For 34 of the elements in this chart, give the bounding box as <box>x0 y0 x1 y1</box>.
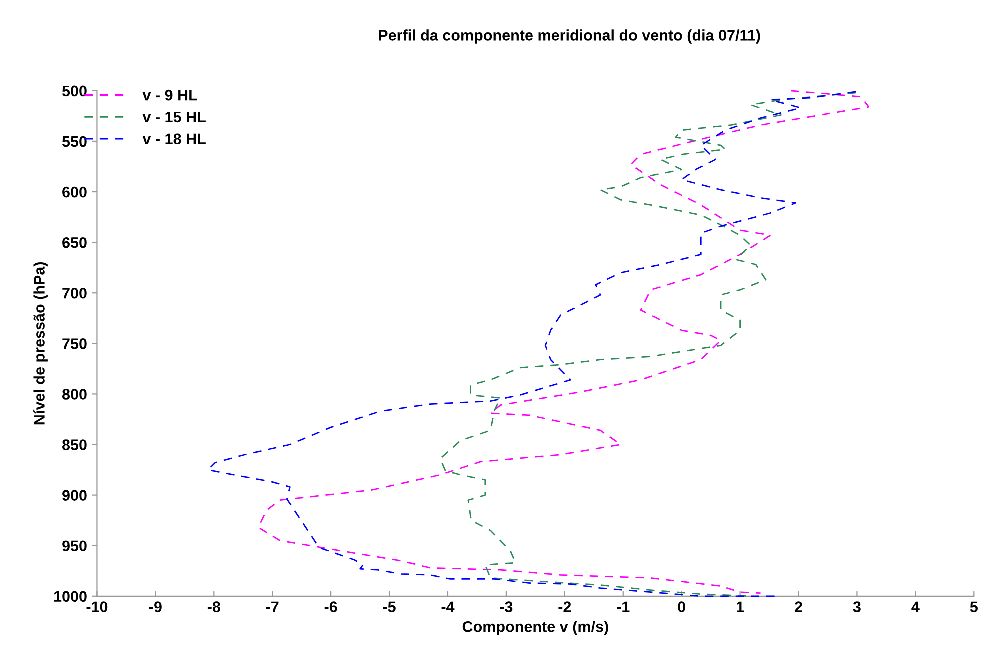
chart-title: Perfil da componente meridional do vento (dia 07/11) <box>379 30 760 44</box>
y-tick-label: 600 <box>62 186 87 198</box>
x-tick-label: -5 <box>383 602 396 612</box>
y-tick-label: 950 <box>62 540 87 552</box>
y-axis-title: Nível de pressão (hPa) <box>34 262 48 425</box>
x-tick-label: 0 <box>678 602 686 612</box>
x-tick-label: 1 <box>737 602 744 612</box>
x-tick-label: -9 <box>149 602 162 612</box>
legend-label: v - 18 HL <box>142 134 206 145</box>
x-tick-label: -2 <box>558 602 572 612</box>
x-tick-label: 3 <box>853 602 861 612</box>
y-tick-label: 500 <box>62 86 87 97</box>
x-tick-label: -3 <box>500 602 513 612</box>
y-tick-label: 700 <box>62 288 87 299</box>
x-tick-label: -4 <box>442 602 455 612</box>
x-tick-label: -7 <box>266 602 279 612</box>
x-tick-label: 4 <box>912 602 920 612</box>
y-tick-label: 550 <box>62 136 87 148</box>
line-series <box>440 92 857 598</box>
y-tick-label: 750 <box>62 338 87 350</box>
x-tick-label: 5 <box>970 602 978 612</box>
legend-label: v - 9 HL <box>142 90 198 101</box>
x-tick-label: -10 <box>86 602 108 612</box>
y-tick-label: 1000 <box>54 591 87 602</box>
x-axis-title: Componente v (m/s) <box>462 621 608 636</box>
x-tick-label: -8 <box>208 602 220 612</box>
x-tick-label: -1 <box>617 602 630 612</box>
x-tick-label: 2 <box>795 602 802 612</box>
y-tick-label: 850 <box>62 440 87 450</box>
legend-label: v - 15 HL <box>142 112 206 123</box>
y-tick-label: 650 <box>62 237 87 248</box>
y-tick-label: 900 <box>62 490 87 501</box>
y-tick-label: 800 <box>62 389 87 400</box>
x-tick-label: -6 <box>324 602 338 612</box>
